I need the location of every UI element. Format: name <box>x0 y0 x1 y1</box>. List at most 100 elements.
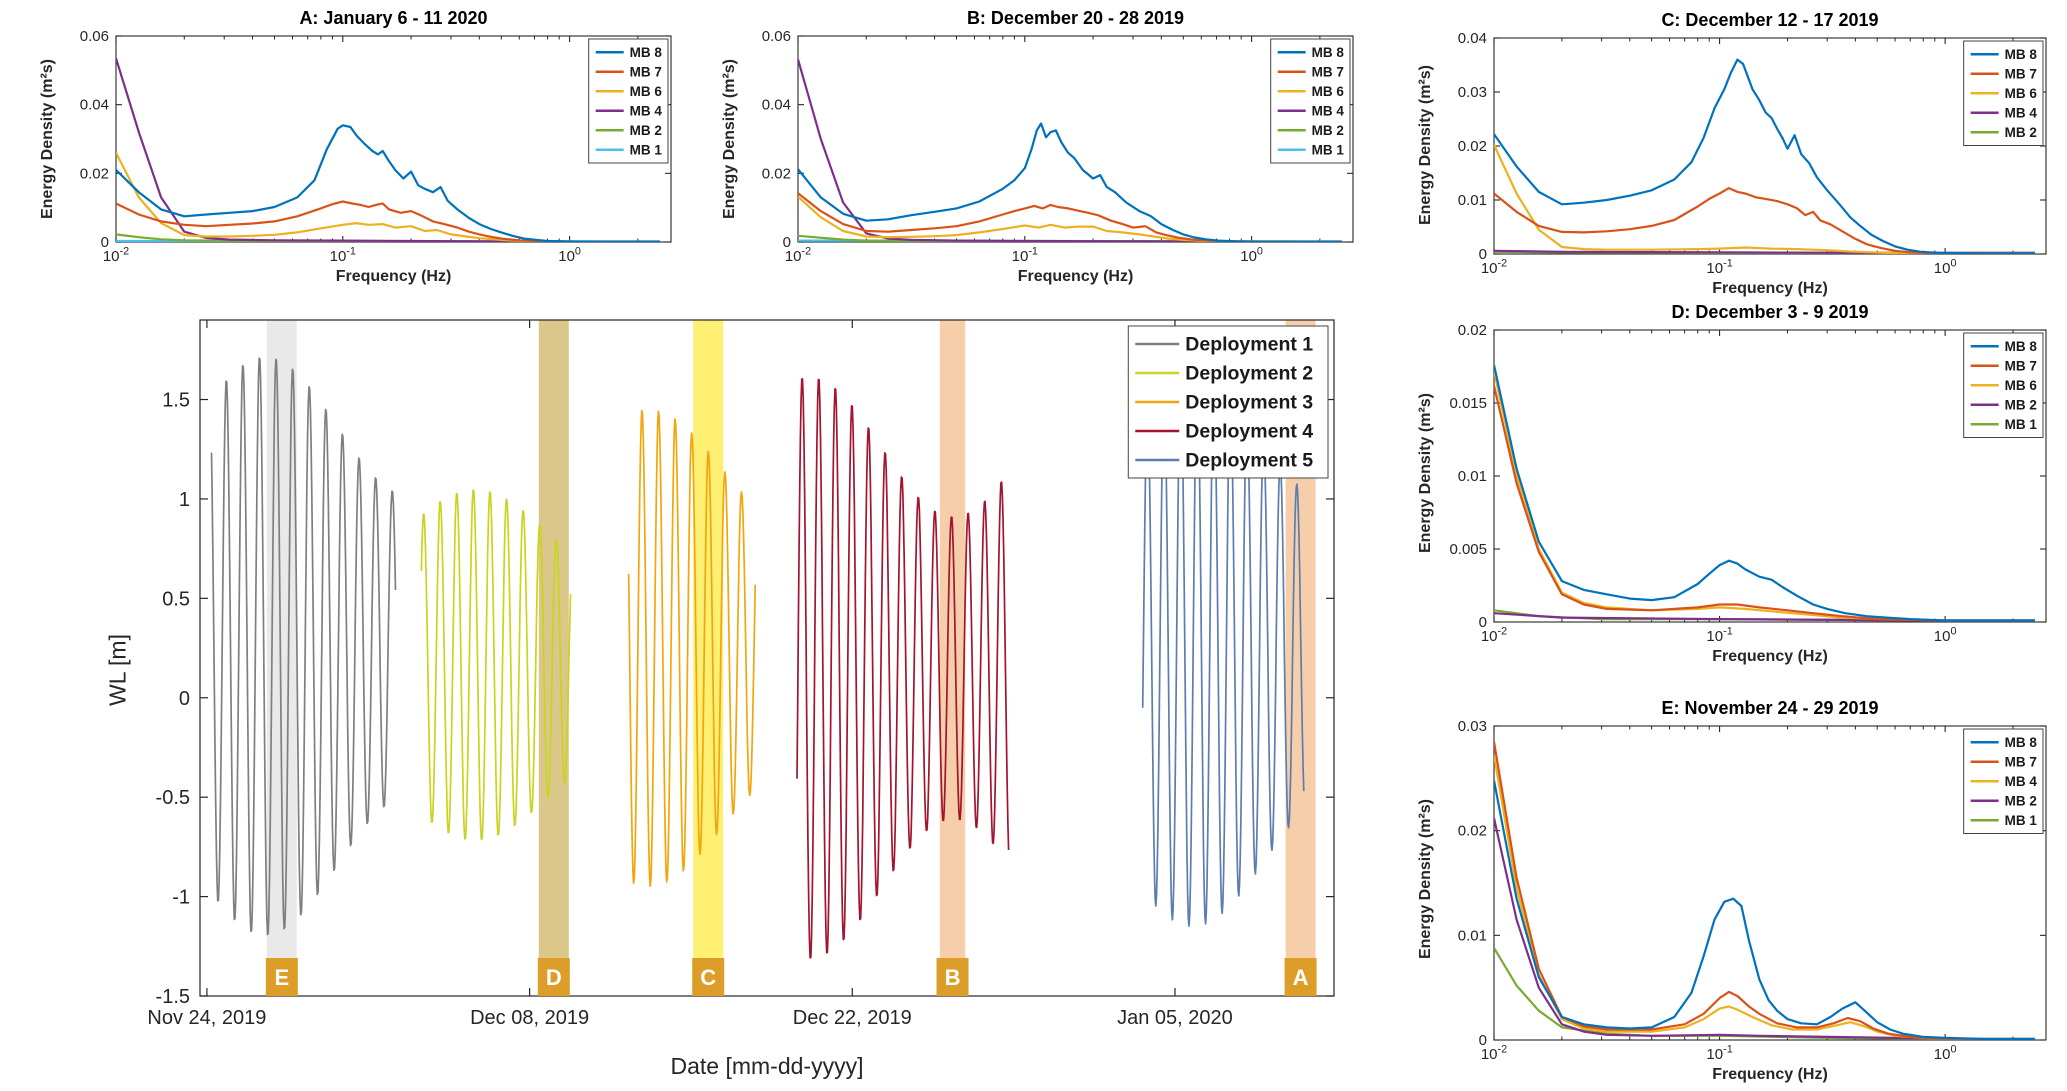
svg-text:MB 1: MB 1 <box>1312 142 1345 157</box>
svg-text:MB 8: MB 8 <box>1312 45 1345 60</box>
svg-text:Deployment 1: Deployment 1 <box>1185 334 1313 356</box>
series-MB-2 <box>1494 817 2035 1040</box>
svg-text:10-2: 10-2 <box>1481 258 1507 277</box>
chart-title: B: December 20 - 28 2019 <box>966 8 1185 28</box>
legend: MB 8 MB 7 MB 6 MB 2 MB 1 <box>1963 332 2044 438</box>
svg-text:10-1: 10-1 <box>1012 246 1038 265</box>
series-MB-8 <box>1494 364 2035 622</box>
series-MB-6 <box>116 152 660 242</box>
legend: MB 8 MB 7 MB 6 MB 4 MB 2 <box>1963 40 2044 146</box>
spectrum-panel-d: D: December 3 - 9 2019 Energy Density (m… <box>1408 300 2060 668</box>
x-axis-label: Date [mm-dd-yyyy] <box>670 1053 864 1079</box>
spectrum-panel-a: A: January 6 - 11 2020 Energy Density (m… <box>30 6 685 288</box>
svg-text:MB 7: MB 7 <box>1312 64 1344 79</box>
svg-text:0: 0 <box>1479 614 1487 631</box>
svg-text:0.01: 0.01 <box>1458 192 1487 209</box>
x-axis-label: Frequency (Hz) <box>335 268 452 285</box>
series-group <box>1494 364 2035 622</box>
x-axis-label: Frequency (Hz) <box>1017 268 1134 285</box>
event-label-C: C <box>692 958 725 996</box>
series-group <box>1494 741 2035 1040</box>
svg-text:10-1: 10-1 <box>330 246 356 265</box>
svg-text:10-2: 10-2 <box>785 246 811 265</box>
svg-text:A: A <box>1293 965 1309 990</box>
svg-text:0.02: 0.02 <box>1458 322 1487 339</box>
series-group <box>798 58 1342 242</box>
axes-box <box>1493 725 2047 1041</box>
svg-text:Deployment 2: Deployment 2 <box>1185 363 1313 385</box>
event-band-C <box>693 320 724 996</box>
spectrum-plot-b: 10-2 10-1 100 0 0.02 0.04 0.06 MB 8 MB 7 MB 6 MB 4… <box>762 28 1354 265</box>
svg-text:Jan 05, 2020: Jan 05, 2020 <box>1117 1007 1233 1029</box>
svg-text:MB 6: MB 6 <box>630 84 663 99</box>
svg-text:MB 1: MB 1 <box>630 142 663 157</box>
svg-text:MB 7: MB 7 <box>2005 358 2037 373</box>
svg-text:10-1: 10-1 <box>1706 1044 1732 1063</box>
svg-text:0.02: 0.02 <box>80 165 109 182</box>
series-MB-8 <box>1494 780 2035 1040</box>
event-label-E: E <box>265 958 298 996</box>
svg-text:MB 7: MB 7 <box>2005 754 2037 769</box>
svg-text:MB 2: MB 2 <box>2005 397 2037 412</box>
series-MB-4 <box>116 57 660 242</box>
event-label-A: A <box>1284 958 1317 996</box>
series-MB-8 <box>798 122 1342 242</box>
series-MB-7 <box>116 200 660 242</box>
svg-text:Deployment 3: Deployment 3 <box>1185 392 1313 414</box>
series-Deployment-5 <box>1141 375 1305 927</box>
svg-text:0.01: 0.01 <box>1458 468 1487 485</box>
svg-text:-1: -1 <box>172 887 190 909</box>
x-axis-label: Frequency (Hz) <box>1712 280 1828 297</box>
svg-text:100: 100 <box>1934 258 1957 277</box>
event-band-B <box>939 320 966 996</box>
svg-text:0.04: 0.04 <box>762 97 791 114</box>
svg-text:Nov 24, 2019: Nov 24, 2019 <box>147 1007 266 1029</box>
legend: MB 8 MB 7 MB 4 MB 2 MB 1 <box>1963 728 2044 834</box>
svg-text:Dec 08, 2019: Dec 08, 2019 <box>470 1007 589 1029</box>
chart-title: A: January 6 - 11 2020 <box>299 8 488 28</box>
svg-text:MB 6: MB 6 <box>2005 378 2038 393</box>
svg-text:10-1: 10-1 <box>1706 258 1732 277</box>
x-axis-label: Frequency (Hz) <box>1712 1066 1828 1083</box>
svg-text:MB 1: MB 1 <box>2005 417 2038 432</box>
svg-text:Deployment 4: Deployment 4 <box>1185 421 1313 443</box>
spectrum-panel-b: B: December 20 - 28 2019 Energy Density … <box>712 6 1367 288</box>
svg-text:MB 7: MB 7 <box>2005 66 2037 81</box>
svg-text:100: 100 <box>1934 626 1957 645</box>
series-MB-7 <box>798 192 1342 242</box>
series-Deployment-4 <box>796 378 1010 959</box>
chart-title: E: November 24 - 29 2019 <box>1661 698 1879 718</box>
svg-text:10-2: 10-2 <box>1481 626 1507 645</box>
series-MB-7 <box>1494 741 2035 1040</box>
spectrum-plot-a: 10-2 10-1 100 0 0.02 0.04 0.06 MB 8 MB 7 MB 6 MB 4… <box>80 28 672 265</box>
svg-text:100: 100 <box>1934 1044 1957 1063</box>
svg-text:0.06: 0.06 <box>762 28 791 45</box>
svg-text:0.015: 0.015 <box>1449 395 1487 412</box>
svg-text:MB 6: MB 6 <box>2005 86 2038 101</box>
svg-text:0: 0 <box>179 688 190 710</box>
svg-text:MB 4: MB 4 <box>2005 774 2038 789</box>
legend: MB 8 MB 7 MB 6 MB 4 MB 2 MB 1 <box>588 38 669 164</box>
series-MB-4 <box>798 58 1342 242</box>
spectrum-panel-e: E: November 24 - 29 2019 Energy Density … <box>1408 696 2060 1086</box>
svg-text:0.04: 0.04 <box>80 97 109 114</box>
series-MB-7 <box>1494 385 2035 622</box>
series-Deployment-2 <box>420 489 572 841</box>
legend: Deployment 1 Deployment 2 Deployment 3 Depl… <box>1127 325 1329 479</box>
svg-text:100: 100 <box>1240 246 1263 265</box>
spectrum-panel-c: C: December 12 - 17 2019 Energy Density … <box>1408 8 2060 300</box>
series-MB-8 <box>1494 58 2035 254</box>
chart-title: C: December 12 - 17 2019 <box>1661 10 1879 30</box>
chart-title: D: December 3 - 9 2019 <box>1671 302 1869 322</box>
water-level-plot: Nov 24, 2019 Dec 08, 2019 Dec 22, 2019 Jan … <box>147 319 1335 1029</box>
svg-text:MB 4: MB 4 <box>630 103 663 118</box>
series-Deployment-3 <box>627 409 757 888</box>
axes-box <box>199 319 1335 997</box>
event-label-D: D <box>537 958 570 996</box>
svg-text:0.01: 0.01 <box>1458 927 1487 944</box>
svg-text:1.5: 1.5 <box>162 390 190 412</box>
svg-text:MB 2: MB 2 <box>630 123 662 138</box>
svg-text:10-1: 10-1 <box>1706 626 1732 645</box>
svg-text:0.02: 0.02 <box>1458 138 1487 155</box>
svg-text:0.06: 0.06 <box>80 28 109 45</box>
